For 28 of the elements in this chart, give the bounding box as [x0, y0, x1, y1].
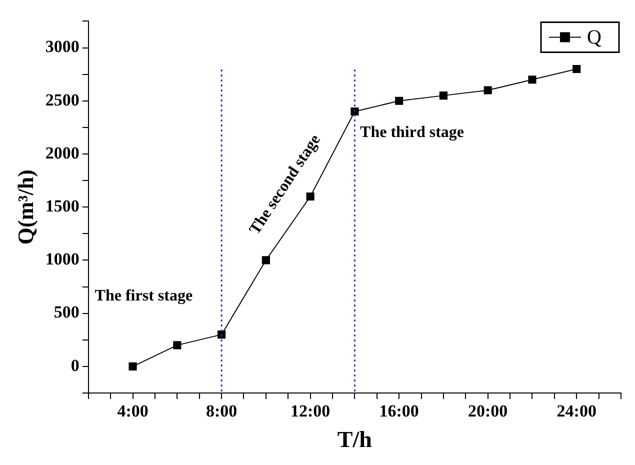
point — [173, 341, 182, 350]
x-tick-label: 16:00 — [379, 402, 419, 421]
y-axis-title: Q(m³/h) — [12, 170, 38, 245]
x-tick-label: 12:00 — [290, 402, 330, 421]
point — [528, 76, 536, 84]
point — [262, 256, 270, 264]
annotation: The third stage — [360, 124, 464, 141]
point — [306, 192, 314, 201]
x-tick-label: 20:00 — [468, 402, 508, 421]
y-tick-label: 500 — [54, 302, 80, 322]
point — [350, 107, 359, 116]
y-tick-label: 3000 — [45, 37, 80, 56]
x-tick-label: 24:00 — [556, 402, 596, 421]
y-tick-label: 2000 — [45, 143, 80, 162]
y-tick-label: 1500 — [45, 196, 80, 216]
point — [572, 64, 581, 74]
point — [484, 86, 492, 94]
point — [128, 362, 137, 370]
y-tick-label: 2500 — [45, 90, 80, 110]
y-tick-label: 1000 — [45, 250, 80, 269]
x-axis-title: T/h — [337, 427, 372, 452]
legend-label: Q — [587, 26, 602, 48]
annotation: The first stage — [94, 287, 193, 304]
y-tick-label: 0 — [70, 356, 80, 375]
point — [439, 92, 448, 100]
x-tick-label: 8:00 — [206, 402, 238, 421]
x-tick-label: 4:00 — [117, 402, 148, 421]
point — [395, 96, 404, 105]
